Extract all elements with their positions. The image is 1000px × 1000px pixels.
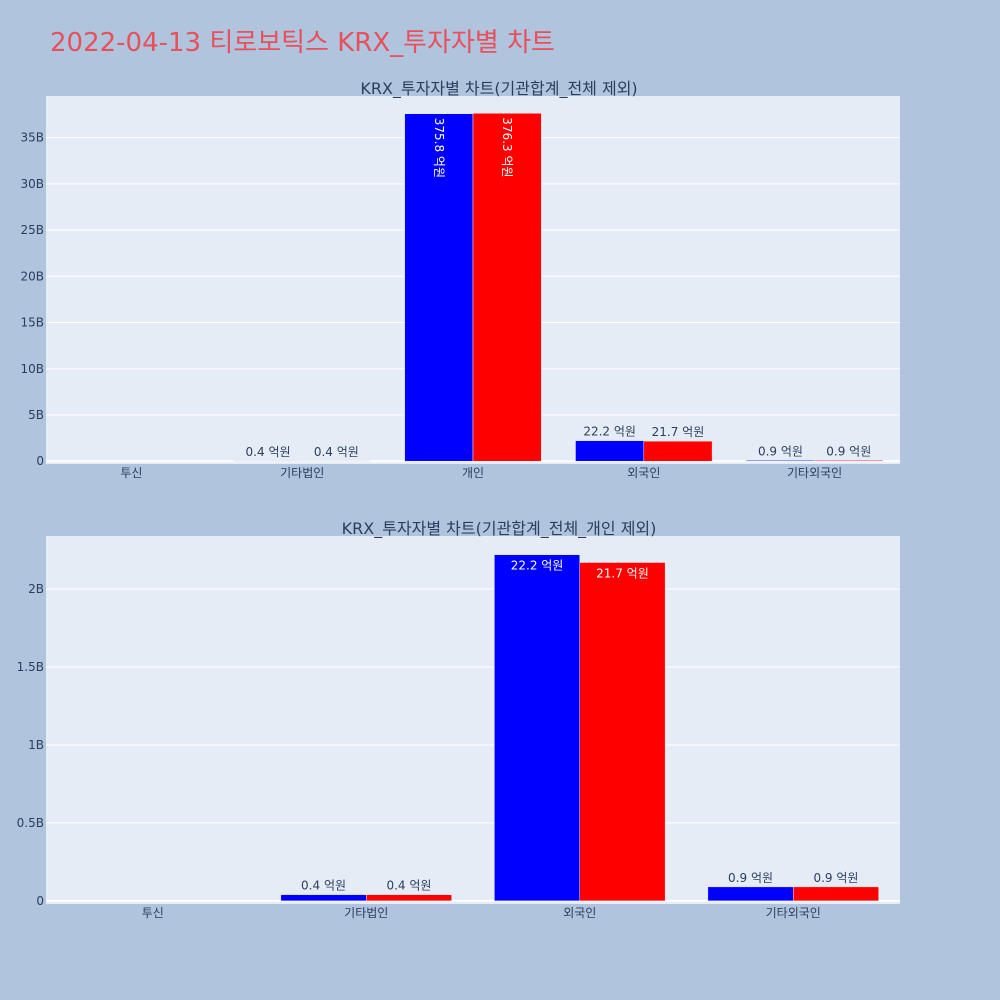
data-label: 376.3 억원 (500, 117, 514, 177)
y-tick-label: 35B (20, 131, 44, 145)
y-tick-label: 1B (28, 738, 44, 752)
data-label: 0.4 억원 (386, 879, 431, 893)
plot-area (46, 536, 900, 904)
x-tick-label: 외국인 (563, 906, 596, 920)
bar (793, 886, 879, 902)
x-tick-label: 투신 (142, 906, 164, 920)
bar (814, 460, 884, 462)
y-tick-label: 2B (28, 582, 44, 596)
bar (746, 460, 815, 462)
bar (280, 894, 367, 902)
bar (494, 554, 581, 902)
x-tick-label: 기타외국인 (766, 906, 821, 920)
y-tick-label: 20B (20, 269, 44, 283)
chart-all-investors: KRX_투자자별 차트(기관합계_전체 제외) 0 5B 10B 15B 20B 25B 30… (20, 79, 900, 480)
data-label: 375.8 억원 (432, 118, 446, 178)
bar (472, 113, 542, 462)
y-tick-label: 15B (20, 316, 44, 330)
bar (643, 440, 713, 462)
chart-excluding-individuals: KRX_투자자별 차트(기관합계_전체_개인 제외) 0 0.5B 1B 1.5B 2B 투… (17, 519, 900, 920)
bar (579, 562, 666, 902)
data-label: 0.9 억원 (728, 871, 773, 885)
y-tick-label: 0 (36, 454, 44, 468)
y-tick-label: 25B (20, 223, 44, 237)
x-tick-label: 투신 (120, 466, 142, 480)
y-tick-label: 30B (20, 177, 44, 191)
y-tick-label: 10B (20, 362, 44, 376)
x-tick-label: 외국인 (627, 466, 660, 480)
data-label: 21.7 억원 (596, 567, 649, 581)
y-tick-label: 0 (36, 894, 44, 908)
data-label: 0.4 억원 (314, 445, 359, 459)
bar (575, 440, 645, 462)
y-tick-label: 0.5B (17, 816, 44, 830)
data-label: 22.2 억원 (511, 559, 564, 573)
y-tick-label: 1.5B (17, 660, 44, 674)
page-title: 2022-04-13 티로보틱스 KRX_투자자별 차트 (50, 28, 555, 58)
y-tick-label: 5B (28, 408, 44, 422)
data-label: 0.9 억원 (758, 444, 803, 458)
data-label: 0.4 억원 (301, 879, 346, 893)
data-label: 21.7 억원 (652, 425, 705, 439)
data-label: 0.9 억원 (813, 871, 858, 885)
x-tick-label: 개인 (462, 466, 484, 480)
chart-title: KRX_투자자별 차트(기관합계_전체 제외) (360, 79, 637, 99)
data-label: 0.9 억원 (826, 444, 871, 458)
data-label: 22.2 억원 (583, 425, 636, 439)
chart-title: KRX_투자자별 차트(기관합계_전체_개인 제외) (342, 519, 657, 539)
bar (707, 886, 794, 902)
x-tick-label: 기타외국인 (787, 466, 842, 480)
x-tick-label: 기타법인 (344, 906, 388, 920)
x-tick-label: 기타법인 (280, 466, 324, 480)
bar (366, 894, 452, 902)
bar (404, 113, 474, 462)
data-label: 0.4 억원 (246, 445, 291, 459)
